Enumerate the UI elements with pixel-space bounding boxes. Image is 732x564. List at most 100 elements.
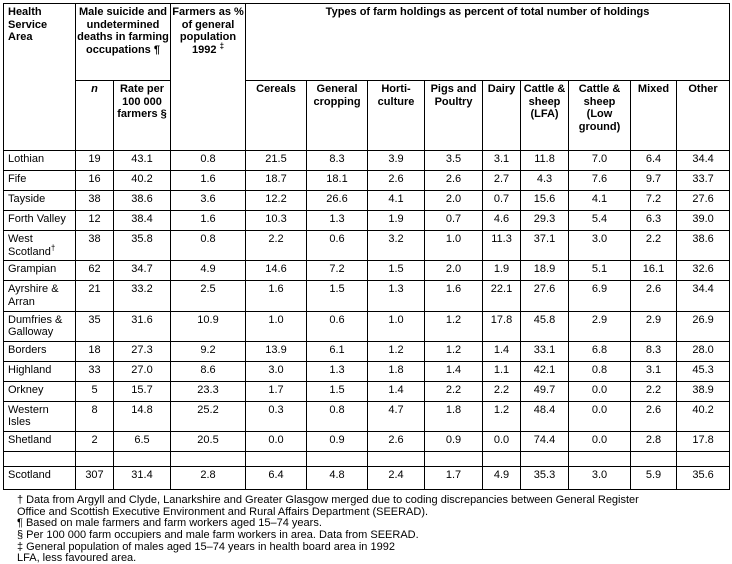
value-cell-other: 33.7 (676, 170, 731, 191)
area-cell: Scotland (3, 466, 76, 491)
value-cell-n: 12 (75, 210, 114, 231)
value-cell-other: 38.6 (676, 229, 731, 262)
value-cell-mixed: 8.3 (630, 340, 678, 362)
value-cell-cereals: 1.7 (245, 380, 308, 402)
value-cell-cattle-sheep-low: 0.0 (568, 431, 632, 453)
value-cell-n: 18 (75, 340, 114, 362)
value-cell-cattle-sheep-lfa: 45.8 (520, 310, 570, 342)
header-health-service-area: Health Service Area (3, 3, 76, 151)
value-cell-cattle-sheep-low: 7.6 (568, 170, 632, 191)
value-cell-other: 39.0 (676, 210, 731, 231)
value-cell-general-cropping: 0.9 (306, 431, 369, 453)
value-cell-n: 5 (75, 380, 114, 402)
value-cell-general-cropping: 1.3 (306, 360, 369, 382)
value-cell-rate: 40.2 (112, 170, 172, 191)
value-cell-dairy: 11.3 (482, 229, 522, 262)
value-cell-dairy: 17.8 (482, 310, 522, 342)
header-cattle-sheep-lfa: Cattle & sheep (LFA) (520, 80, 570, 151)
value-cell-farmers-pct: 8.6 (170, 360, 247, 382)
value-cell-farmers-pct: 1.6 (170, 170, 247, 191)
value-cell-other: 34.4 (676, 150, 731, 171)
value-cell-pigs-poultry: 0.7 (424, 210, 484, 231)
value-cell-farmers-pct: 1.6 (170, 210, 247, 231)
table-row: Forth Valley 12 38.4 1.6 10.3 1.3 1.9 0.… (3, 210, 731, 231)
area-label: Shetland (8, 434, 52, 447)
footnote-line: ‡ General population of males aged 15–74… (17, 540, 395, 553)
value-cell-farmers-pct: 10.9 (170, 310, 247, 342)
value-cell-cereals: 1.0 (245, 310, 308, 342)
area-cell: Western Isles (3, 400, 76, 433)
footnote-line: ¶ Based on male farmers and farm workers… (17, 517, 322, 530)
value-cell-rate: 27.0 (112, 360, 172, 382)
footnote-line: LFA, less favoured area. (17, 552, 137, 564)
area-cell: Lothian (3, 150, 76, 171)
header-mixed: Mixed (630, 80, 678, 151)
value-cell-pigs-poultry: 1.6 (424, 280, 484, 312)
value-cell-horticulture: 2.6 (367, 431, 426, 453)
value-cell-cereals: 12.2 (245, 190, 308, 211)
value-cell-horticulture: 1.0 (367, 310, 426, 342)
value-cell-n: 35 (75, 310, 114, 342)
header-general-cropping: General cropping (306, 80, 369, 151)
header-row-columns: n Rate per 100 000 farmers § Cereals Gen… (4, 80, 731, 151)
value-cell-mixed: 2.8 (630, 431, 678, 453)
value-cell-rate: 38.6 (112, 190, 172, 211)
value-cell-general-cropping: 26.6 (306, 190, 369, 211)
area-label: Highland (8, 363, 52, 376)
value-cell-cattle-sheep-low: 0.0 (568, 380, 632, 402)
table-body: Lothian 19 43.1 0.8 21.5 8.3 3.9 3.5 3.1… (3, 150, 731, 491)
value-cell-cattle-sheep-lfa: 37.1 (520, 229, 570, 262)
value-cell-rate: 33.2 (112, 280, 172, 312)
value-cell-general-cropping: 0.6 (306, 229, 369, 262)
value-cell-cereals: 14.6 (245, 260, 308, 282)
table-row: Highland 33 27.0 8.6 3.0 1.3 1.8 1.4 1.1… (3, 360, 731, 382)
value-cell-horticulture: 1.8 (367, 360, 426, 382)
header-rate: Rate per 100 000 farmers § (112, 80, 172, 151)
value-cell-cattle-sheep-lfa: 48.4 (520, 400, 570, 433)
value-cell-horticulture: 4.1 (367, 190, 426, 211)
header-pigs-poultry: Pigs and Poultry (424, 80, 484, 151)
value-cell-horticulture: 3.9 (367, 150, 426, 171)
value-cell-cereals: 0.0 (245, 431, 308, 453)
value-cell-cattle-sheep-low: 6.9 (568, 280, 632, 312)
area-cell: Orkney (3, 380, 76, 402)
value-cell-horticulture: 1.3 (367, 280, 426, 312)
value-cell-other: 45.3 (676, 360, 731, 382)
value-cell-general-cropping: 0.6 (306, 310, 369, 342)
value-cell-general-cropping: 18.1 (306, 170, 369, 191)
value-cell-pigs-poultry: 1.2 (424, 310, 484, 342)
value-cell-horticulture: 3.2 (367, 229, 426, 262)
value-cell-rate: 31.6 (112, 310, 172, 342)
value-cell-general-cropping: 7.2 (306, 260, 369, 282)
footnotes: † Data from Argyll and Clyde, Lanarkshir… (0, 490, 732, 564)
area-cell: Ayrshire & Arran (3, 280, 76, 312)
value-cell-cattle-sheep-low: 4.1 (568, 190, 632, 211)
value-cell-farmers-pct: 3.6 (170, 190, 247, 211)
value-cell-cattle-sheep-lfa: 33.1 (520, 340, 570, 362)
value-cell-cereals: 18.7 (245, 170, 308, 191)
value-cell-cattle-sheep-low: 3.0 (568, 466, 632, 491)
value-cell-cereals: 1.6 (245, 280, 308, 312)
value-cell-dairy: 1.9 (482, 260, 522, 282)
value-cell-horticulture: 2.6 (367, 170, 426, 191)
header-farmers-percent: Farmers as % of general population 1992 … (170, 3, 247, 151)
area-label: Scotland (8, 469, 51, 482)
header-male-suicide-group: Male suicide and undetermined deaths in … (74, 3, 172, 81)
table-header: Health Service Area Male suicide and und… (3, 3, 731, 151)
value-cell-mixed: 16.1 (630, 260, 678, 282)
value-cell-pigs-poultry: 1.2 (424, 340, 484, 362)
value-cell-rate: 38.4 (112, 210, 172, 231)
area-label: Orkney (8, 383, 44, 396)
value-cell-rate: 43.1 (112, 150, 172, 171)
value-cell-other: 32.6 (676, 260, 731, 282)
value-cell-rate: 34.7 (112, 260, 172, 282)
table-row: Western Isles 8 14.8 25.2 0.3 0.8 4.7 1.… (3, 400, 731, 433)
table-row: Dumfries & Galloway 35 31.6 10.9 1.0 0.6… (3, 310, 731, 342)
value-cell-pigs-poultry: 2.6 (424, 170, 484, 191)
value-cell-pigs-poultry: 3.5 (424, 150, 484, 171)
value-cell-pigs-poultry: 1.8 (424, 400, 484, 433)
value-cell-rate: 6.5 (112, 431, 172, 453)
value-cell-cattle-sheep-low: 0.8 (568, 360, 632, 382)
value-cell-cattle-sheep-low: 2.9 (568, 310, 632, 342)
